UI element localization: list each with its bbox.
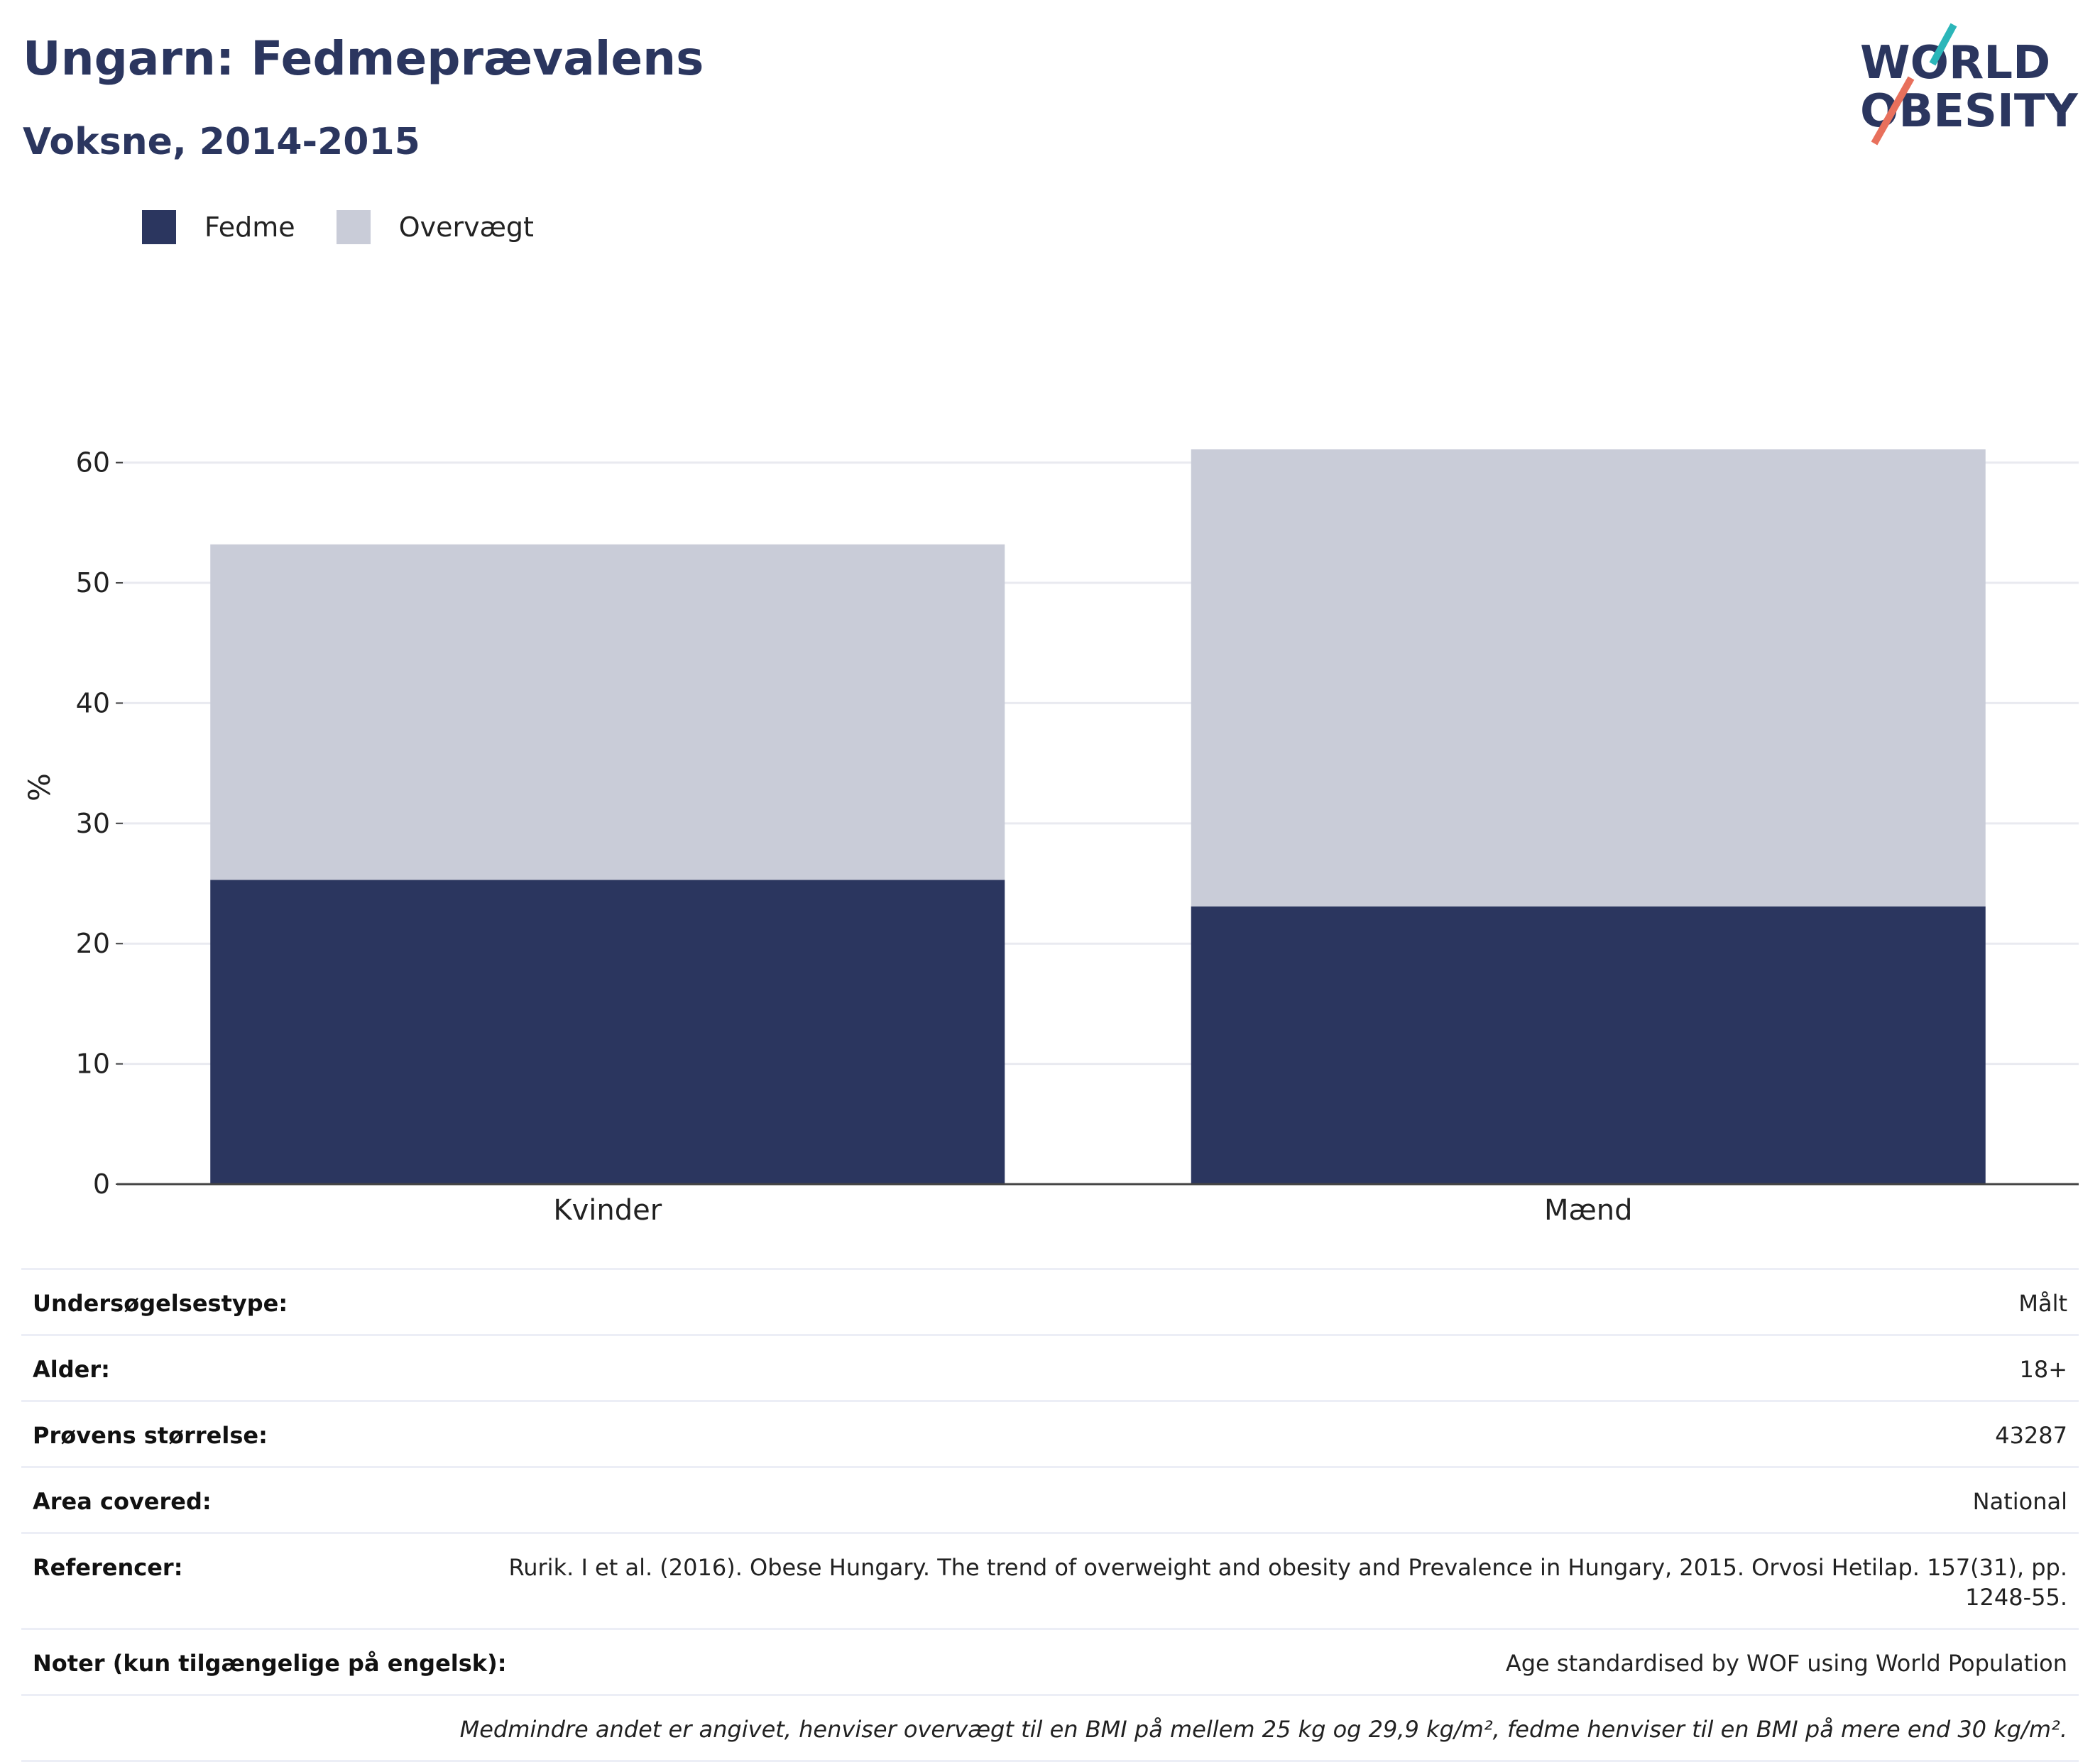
logo-line-2: OBESITY [1860,85,2078,138]
legend-label-overvaegt: Overvægt [398,212,534,243]
chart-legend: Fedme Overvægt [142,210,575,244]
info-label: Undersøgelsestype: [33,1290,288,1317]
info-value: National [1972,1488,2067,1515]
info-value: Rurik. I et al. (2016). Obese Hungary. T… [508,1554,2067,1611]
legend-item-fedme[interactable]: Fedme [142,210,295,244]
info-value: 43287 [1995,1422,2067,1449]
info-row-sample-size: Prøvens størrelse: 43287 [21,1400,2079,1466]
legend-item-overvaegt[interactable]: Overvægt [336,210,534,244]
bar-fedme-kvinder [210,880,1005,1184]
info-row-notes: Noter (kun tilgængelige på engelsk): Age… [21,1628,2079,1694]
y-axis-label: % [22,773,57,801]
info-value: Age standardised by WOF using World Popu… [1505,1650,2067,1677]
page-title: Ungarn: Fedmeprævalens [23,31,704,86]
bar-fedme-mænd [1191,906,1986,1184]
stacked-bar-chart: 0 10 20 30 40 50 60% Kvinder Mænd [22,447,2079,1227]
world-obesity-logo: WORLD OBESITY [1860,23,2078,146]
info-row-survey-type: Undersøgelsestype: Målt [21,1268,2079,1334]
info-label: Area covered: [33,1488,212,1515]
info-label: Prøvens størrelse: [33,1422,268,1449]
info-label: Noter (kun tilgængelige på engelsk): [33,1650,507,1677]
logo-line-1: WORLD [1860,37,2050,89]
info-row-references: Referencer: Rurik. I et al. (2016). Obes… [21,1532,2079,1628]
y-tick-label: 60 [76,447,110,478]
info-footnote-row: Medmindre andet er angivet, henviser ove… [21,1694,2079,1762]
y-tick-label: 30 [76,808,110,839]
y-tick-label: 0 [93,1169,110,1200]
info-value: Målt [2018,1290,2067,1317]
logo-teal-slash [1929,23,1957,66]
footnote: Medmindre andet er angivet, henviser ove… [459,1716,2067,1743]
x-tick-label: Mænd [1544,1194,1633,1227]
bar-overvægt-mænd [1191,449,1986,907]
info-row-area-covered: Area covered: National [21,1466,2079,1532]
legend-swatch-fedme [142,210,176,244]
page-subtitle: Voksne, 2014-2015 [23,121,420,163]
y-tick-label: 50 [76,567,110,598]
legend-label-fedme: Fedme [204,212,295,243]
legend-swatch-overvaegt [336,210,371,244]
y-tick-label: 10 [76,1049,110,1080]
info-value: 18+ [2019,1356,2067,1383]
y-tick-label: 20 [76,928,110,959]
bar-overvægt-kvinder [210,544,1005,880]
x-tick-label: Kvinder [553,1194,662,1227]
info-row-age: Alder: 18+ [21,1334,2079,1400]
info-table: Undersøgelsestype: Målt Alder: 18+ Prøve… [21,1268,2079,1762]
y-tick-label: 40 [76,687,110,718]
info-label: Alder: [33,1356,110,1383]
info-label: Referencer: [33,1554,183,1581]
logo-coral-slash [1871,76,1915,146]
